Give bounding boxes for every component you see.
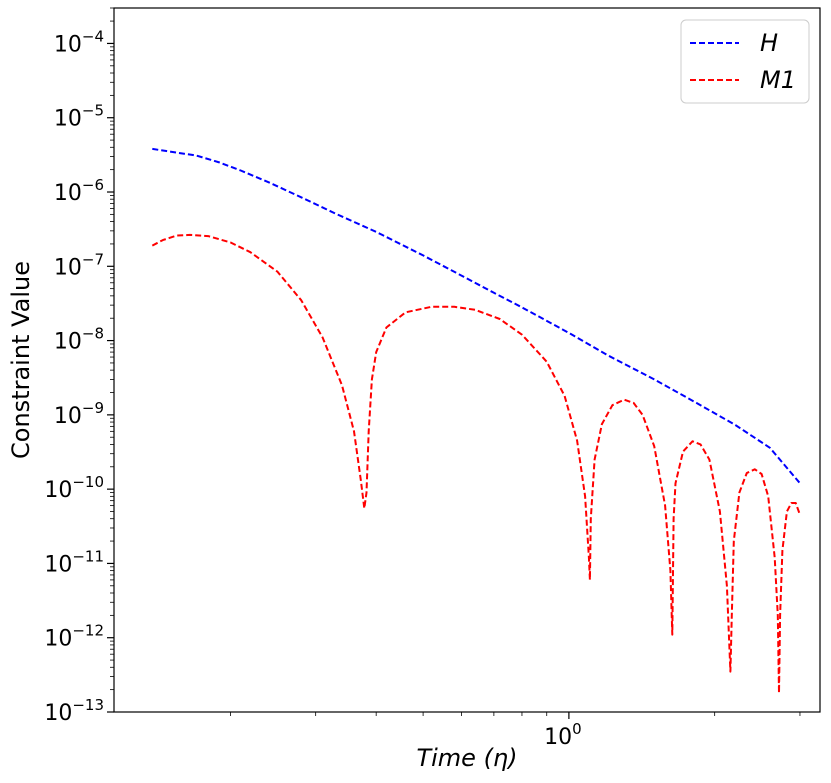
y-tick-label: 10−10 xyxy=(44,473,104,503)
legend-label-h: H xyxy=(760,29,778,57)
y-tick-label: 10−8 xyxy=(54,325,104,355)
plot-series xyxy=(151,147,801,694)
plot-frame xyxy=(113,7,821,713)
series-line-m1 xyxy=(151,233,801,694)
y-tick-label: 10−5 xyxy=(54,102,104,132)
legend-box xyxy=(680,19,810,104)
x-axis-label: Time (η) xyxy=(416,744,517,772)
y-axis-label: Constraint Value xyxy=(7,261,35,459)
x-tick-label: 100 xyxy=(544,720,582,750)
legend: H M1 xyxy=(680,19,810,104)
y-tick-label: 10−12 xyxy=(44,622,104,652)
legend-label-m1: M1 xyxy=(760,66,796,94)
y-tick-label: 10−9 xyxy=(54,399,104,429)
series-line-h xyxy=(152,147,801,484)
x-axis-ticks: 100 xyxy=(229,712,801,750)
y-tick-label: 10−13 xyxy=(44,696,104,726)
y-tick-label: 10−11 xyxy=(44,547,104,577)
y-axis-ticks: 10−13 10−12 10−11 10−10 10−9 10−8 10−7 10−6 10−5… xyxy=(44,7,114,726)
y-tick-label: 10−7 xyxy=(54,250,104,280)
y-tick-label: 10−4 xyxy=(54,27,104,57)
y-tick-label: 10−6 xyxy=(54,176,104,206)
